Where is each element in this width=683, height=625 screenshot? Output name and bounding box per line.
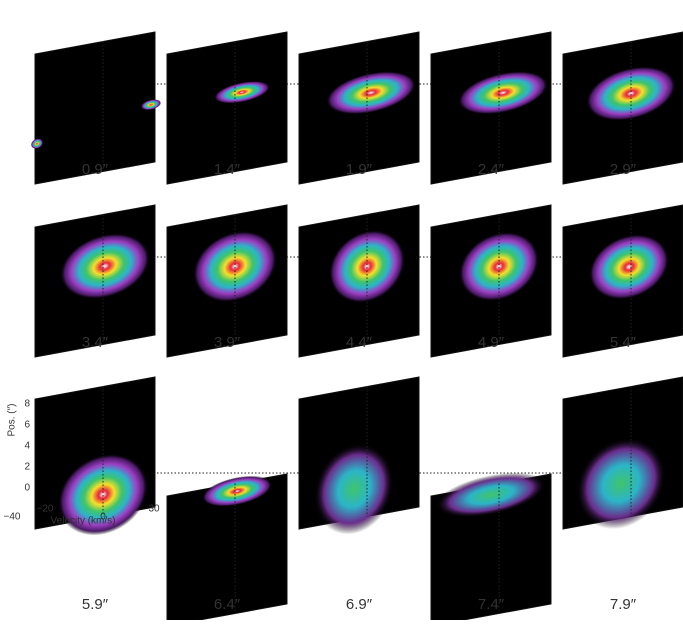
y-tick-label: 2 bbox=[24, 462, 30, 473]
panel-label: 4.4″ bbox=[346, 334, 373, 351]
panel-label: 6.4″ bbox=[214, 596, 241, 613]
panel-label: 2.9″ bbox=[610, 161, 637, 178]
panel-label: 6.9″ bbox=[346, 596, 373, 613]
y-tick-label: 6 bbox=[24, 420, 30, 431]
panel-label: 5.9″ bbox=[82, 596, 109, 613]
x-axis-label: Velocity (km/s) bbox=[50, 516, 115, 527]
panel bbox=[563, 377, 683, 539]
panel-label: 7.9″ bbox=[610, 596, 637, 613]
y-tick-label: 8 bbox=[24, 399, 30, 410]
panel-label: 1.9″ bbox=[346, 161, 373, 178]
panel-label: 3.9″ bbox=[214, 334, 241, 351]
panel-label: 5.4″ bbox=[610, 334, 637, 351]
panel bbox=[299, 377, 419, 544]
y-tick-label: 0 bbox=[24, 483, 30, 494]
panel-label: 0.9″ bbox=[82, 161, 109, 178]
x-tick-label: 30 bbox=[148, 504, 160, 515]
figure: 0.9″ 1.4″ 1.9″ 2.4″ 2.9″ 3.4″ 3.9″ 4.4″ 4.9″ 5.4″… bbox=[0, 0, 683, 620]
y-axis-label: Pos. (″) bbox=[7, 404, 18, 437]
panel-label: 3.4″ bbox=[82, 334, 109, 351]
x-tick-label: −40 bbox=[4, 512, 21, 523]
y-tick-label: 4 bbox=[24, 441, 30, 452]
x-tick-label: −20 bbox=[37, 504, 54, 515]
panel-label: 4.9″ bbox=[478, 334, 505, 351]
panel-label: 7.4″ bbox=[478, 596, 505, 613]
panel-label: 1.4″ bbox=[214, 161, 241, 178]
panel-label: 2.4″ bbox=[478, 161, 505, 178]
